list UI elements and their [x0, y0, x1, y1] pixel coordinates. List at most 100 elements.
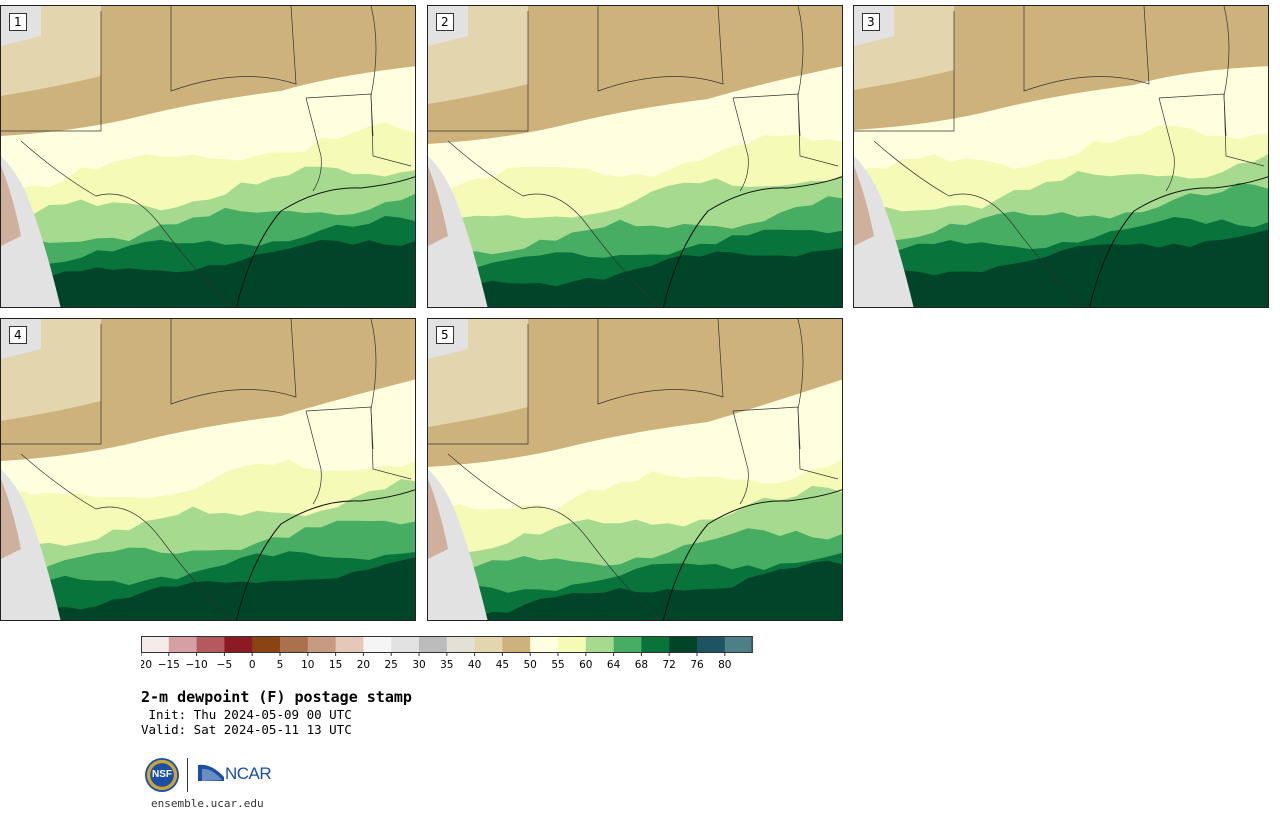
state-border: [1, 11, 102, 132]
product-title: 2-m dewpoint (F) postage stamp: [141, 688, 412, 706]
state-border: [370, 319, 377, 450]
colorbar-tick-label: 80: [718, 659, 731, 671]
member-panel-3: 3: [853, 5, 1269, 308]
coastline: [235, 176, 415, 307]
gray-west-region: [854, 156, 914, 307]
state-border: [305, 406, 412, 480]
texas-border: [873, 140, 1088, 307]
member-label: 1: [9, 13, 27, 31]
dewpoint-map-4: [1, 319, 415, 620]
colorbar-swatch: [168, 636, 198, 653]
init-time: Init: Thu 2024-05-09 00 UTC: [141, 707, 352, 722]
state-border: [170, 6, 297, 92]
coastline: [662, 489, 842, 620]
pink-west-region: [854, 166, 874, 246]
dry-region: [854, 6, 1268, 130]
state-border: [732, 97, 749, 192]
state-border: [1023, 6, 1150, 92]
colorbar-swatch: [446, 636, 476, 653]
state-border: [305, 410, 322, 505]
state-border: [1158, 93, 1265, 167]
moist-band-72: [1, 557, 415, 620]
member-label: 3: [862, 13, 880, 31]
colorbar-swatch: [363, 636, 392, 653]
colorbar-swatch: [558, 636, 587, 653]
state-border: [370, 6, 377, 137]
dry-region: [428, 319, 842, 467]
state-border: [428, 11, 529, 132]
colorbar-tick-label: 45: [496, 659, 509, 671]
colorbar-tick-label: 64: [607, 659, 621, 671]
state-border: [305, 97, 322, 192]
moist-band-72: [1, 239, 415, 307]
member-panel-5: 5: [427, 318, 843, 621]
dewpoint-map-5: [428, 319, 842, 620]
state-border: [1158, 97, 1175, 192]
colorbar-tick-label: 0: [249, 659, 256, 671]
pink-west-region: [1, 166, 21, 246]
colorbar-swatch: [697, 636, 726, 653]
colorbar-tick-label: 40: [468, 659, 481, 671]
state-border: [732, 93, 839, 167]
member-panel-1: 1: [0, 5, 416, 308]
colorbar-tick-label: 15: [329, 659, 342, 671]
texas-border: [20, 140, 235, 307]
colorbar-swatch: [224, 636, 253, 653]
colorbar-tick-label: 10: [301, 659, 314, 671]
coastline: [662, 176, 842, 307]
coastline: [1088, 176, 1268, 307]
state-border: [732, 406, 839, 480]
colorbar-swatch: [419, 636, 448, 653]
valid-time: Valid: Sat 2024-05-11 13 UTC: [141, 722, 352, 737]
colorbar-tick-label: −15: [158, 659, 180, 671]
state-border: [854, 11, 955, 132]
colorbar-swatch: [502, 636, 531, 653]
state-border: [732, 410, 749, 505]
colorbar-tick-label: 25: [385, 659, 398, 671]
ncar-logo-mark: [198, 764, 224, 781]
moist-band-72: [428, 560, 842, 620]
colorbar-swatch: [641, 636, 670, 653]
colorbar-swatch: [391, 636, 420, 653]
member-label: 2: [436, 13, 454, 31]
logo-divider: [187, 758, 188, 792]
colorbar-tick-label: 35: [440, 659, 453, 671]
state-border: [1, 324, 102, 445]
colorbar-tick-label: −10: [186, 659, 208, 671]
colorbar-tick-label: 5: [277, 659, 284, 671]
colorbar-tick-label: 55: [551, 659, 564, 671]
state-border: [170, 319, 297, 405]
pink-west-region: [1, 479, 21, 559]
colorbar-swatch: [141, 636, 170, 653]
dewpoint-map-3: [854, 6, 1268, 307]
state-border: [797, 6, 804, 137]
state-border: [597, 319, 724, 405]
colorbar-tick-label: 20: [357, 659, 370, 671]
colorbar-tick-label: −5: [217, 659, 232, 671]
colorbar-swatch: [280, 636, 309, 653]
state-border: [1223, 6, 1230, 137]
colorbar-swatch: [669, 636, 698, 653]
state-border: [305, 93, 412, 167]
dewpoint-map-2: [428, 6, 842, 307]
ncar-logo: NCAR: [225, 764, 272, 783]
colorbar-tick-label: 76: [690, 659, 704, 671]
colorbar-swatch: [585, 636, 615, 653]
texas-border: [20, 453, 235, 620]
state-border: [597, 6, 724, 92]
gray-west-region: [428, 156, 488, 307]
dry-region: [1, 319, 415, 461]
gray-west-region: [428, 469, 488, 620]
dry-region: [1, 6, 415, 136]
member-panel-4: 4: [0, 318, 416, 621]
site-url[interactable]: ensemble.ucar.edu: [151, 797, 264, 810]
colorbar-tick-label: 72: [663, 659, 676, 671]
colorbar-swatch: [307, 636, 337, 653]
gray-west-region: [1, 469, 61, 620]
colorbar-swatch: [724, 636, 754, 653]
dewpoint-map-1: [1, 6, 415, 307]
nsf-logo: NSF: [145, 758, 179, 792]
colorbar-swatch: [196, 636, 225, 653]
colorbar: −20 −15 −10 −5 0 5 10 15 20 25 30 35 40 45 50 55 60 64 68 7…: [130, 636, 781, 680]
colorbar-tick-label: 50: [524, 659, 537, 671]
